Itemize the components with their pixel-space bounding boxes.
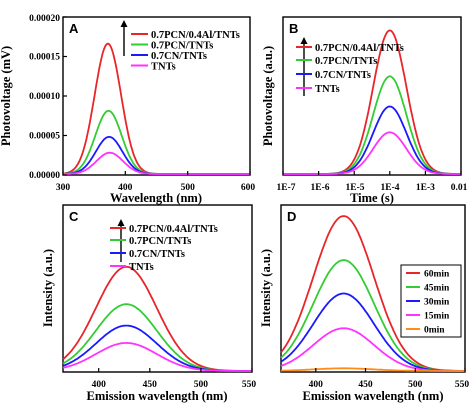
panel-b-xtick-label: 1E-7 xyxy=(277,183,296,193)
panel-b-xlabel: Time (s) xyxy=(350,191,394,205)
panel-a-ytick-label: 0.00015 xyxy=(29,53,60,63)
panel-c-xtick-label: 450 xyxy=(143,380,158,390)
panel-d-legend-label: 0min xyxy=(424,326,445,336)
panel-c-xtick-label: 500 xyxy=(194,380,209,390)
panel-c-legend-label: TNTs xyxy=(129,262,154,273)
panel-c: C 400 450 500 550 Emission wavelength (n… xyxy=(41,204,257,403)
panel-c-legend-label: 0.7CN/TNTs xyxy=(129,249,185,260)
panel-d-legend-label: 45min xyxy=(424,284,450,294)
panel-d-xtick-label: 550 xyxy=(455,380,470,390)
panel-a-xtick-label: 400 xyxy=(118,183,133,193)
panel-d-ylabel: Intensity (a.u.) xyxy=(259,249,273,327)
panel-a-legend-label: 0.7PCN/0.4Al/TNTs xyxy=(151,30,240,41)
panel-a-legend-label: TNTs xyxy=(151,62,176,73)
panel-d-xtick-label: 500 xyxy=(408,380,423,390)
panel-a: A 0.00000 0.00005 0.00010 0.00015 0.0002… xyxy=(0,14,255,205)
panel-d-legend-label: 30min xyxy=(424,298,450,308)
panel-a-label: A xyxy=(69,21,79,36)
panel-d-legend-label: 15min xyxy=(424,312,450,322)
panel-c-series-line xyxy=(62,341,252,372)
panel-c-arrow-head xyxy=(117,219,125,226)
panel-b-legend-label: 0.7PCN/0.4Al/TNTs xyxy=(315,43,404,54)
panel-a-xlabel: Wavelength (nm) xyxy=(110,191,202,205)
panel-a-arrow-head xyxy=(120,20,128,27)
panel-a-xtick-label: 500 xyxy=(181,183,196,193)
panel-c-frame xyxy=(62,204,253,373)
panel-a-ytick-label: 0.00000 xyxy=(29,171,60,181)
panel-a-curves xyxy=(62,42,250,175)
panel-a-xtick-label: 600 xyxy=(241,183,256,193)
panel-c-xtick-label: 550 xyxy=(242,380,257,390)
panel-a-legend-label: 0.7CN/TNTs xyxy=(151,51,207,62)
panel-d-series-line xyxy=(281,367,465,372)
panel-b-legend-label: 0.7PCN/TNTs xyxy=(315,56,377,67)
panel-b-xtick-label: 1E-4 xyxy=(381,183,400,193)
panel-b-curves xyxy=(283,29,461,175)
panel-d: D 400 450 500 550 Emission wavelength (n… xyxy=(259,204,470,403)
panel-a-series-line xyxy=(62,151,250,175)
panel-b-legend-label: TNTs xyxy=(315,84,340,95)
panel-c-label: C xyxy=(69,209,79,224)
panel-d-label: D xyxy=(287,209,296,224)
panel-d-xtick-label: 400 xyxy=(309,380,324,390)
panel-b-arrow-head xyxy=(300,37,308,44)
panel-c-xlabel: Emission wavelength (nm) xyxy=(87,389,228,403)
panel-b-xtick-label: 1E-6 xyxy=(311,183,330,193)
panel-c-legend-label: 0.7PCN/TNTs xyxy=(129,236,191,247)
panel-b-legend-label: 0.7CN/TNTs xyxy=(315,70,371,81)
panel-b: B 1E-7 1E-6 1E-5 1E-4 1E-3 0.01 Time (s)… xyxy=(261,16,468,205)
panel-a-xtick-label: 300 xyxy=(56,183,71,193)
panel-b-xtick-label: 0.01 xyxy=(451,183,468,193)
panel-a-ytick-label: 0.00020 xyxy=(29,14,60,24)
panel-c-curves xyxy=(62,265,252,372)
panel-d-curves xyxy=(280,215,465,372)
panel-b-series-line xyxy=(283,131,461,175)
panel-c-xtick-label: 400 xyxy=(92,380,107,390)
panel-c-ylabel: Intensity (a.u.) xyxy=(41,249,55,327)
panel-a-ytick-label: 0.00005 xyxy=(29,132,60,142)
panel-b-xtick-label: 1E-5 xyxy=(346,183,365,193)
panel-a-legend-label: 0.7PCN/TNTs xyxy=(151,41,213,52)
panel-a-ytick-label: 0.00010 xyxy=(29,92,60,102)
panel-b-label: B xyxy=(289,21,298,36)
panel-a-series-line xyxy=(63,135,250,175)
panel-d-xlabel: Emission wavelength (nm) xyxy=(303,389,444,403)
panel-c-series-line xyxy=(62,303,252,372)
panel-b-frame xyxy=(282,16,462,176)
panel-d-xtick-label: 450 xyxy=(358,380,373,390)
panel-a-ylabel: Photovoltage (mV) xyxy=(0,46,13,146)
panel-d-frame xyxy=(280,204,466,373)
panel-b-xtick-label: 1E-3 xyxy=(416,183,435,193)
panel-c-legend-label: 0.7PCN/0.4Al/TNTs xyxy=(129,224,218,235)
panel-d-legend-label: 60min xyxy=(424,270,450,280)
panel-b-ylabel: Photovoltage (a.u.) xyxy=(261,46,275,146)
